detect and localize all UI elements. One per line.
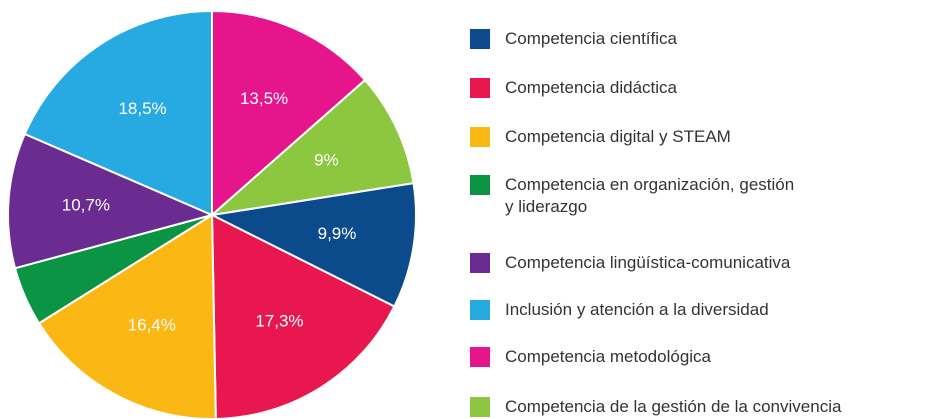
slice-label: 18,5% (118, 99, 166, 118)
pie-slice (23, 9, 213, 217)
legend-swatch (470, 29, 490, 49)
legend-item: Competencia didáctica (470, 77, 677, 99)
pie-slice (211, 9, 367, 218)
legend-swatch (470, 253, 490, 273)
legend-label: Competencia didáctica (505, 78, 677, 97)
legend-swatch (470, 347, 490, 367)
pie-slice (7, 132, 216, 270)
slice-label: 9% (314, 151, 339, 170)
slice-label: 10,7% (62, 195, 110, 214)
pie-chart: 9,9% 17,3% 16,4% 10,7% 18,5% 13,5% 9% (7, 9, 417, 419)
legend-item: Competencia digital y STEAM (470, 126, 731, 148)
slice-label: 13,5% (240, 89, 288, 108)
legend-swatch (470, 127, 490, 147)
legend-item: Competencia lingüística-comunicativa (470, 252, 790, 274)
legend-swatch (470, 78, 490, 98)
legend-label: Inclusión y atención a la diversidad (505, 300, 769, 319)
legend-item: Competencia metodológica (470, 346, 711, 368)
slice-label: 17,3% (255, 311, 303, 330)
legend: Competencia científica Competencia didáct… (470, 0, 941, 419)
legend-swatch (470, 300, 490, 320)
slice-label: 9,9% (318, 224, 357, 243)
pie-slice (208, 181, 417, 308)
slice-label: 16,4% (128, 316, 176, 335)
legend-item: Inclusión y atención a la diversidad (470, 299, 769, 321)
legend-label: Competencia científica (505, 29, 677, 48)
legend-item: Competencia científica (470, 28, 677, 50)
legend-label: Competencia metodológica (505, 347, 712, 366)
legend-item: Competencia en organización, gestión y l… (470, 174, 794, 218)
legend-item: Competencia de la gestión de la conviven… (470, 396, 841, 418)
legend-label: Competencia en organización, gestión y l… (505, 175, 795, 216)
legend-label: Competencia lingüística-comunicativa (505, 253, 791, 272)
legend-swatch (470, 175, 490, 195)
pie-slice (208, 78, 415, 217)
legend-swatch (470, 397, 490, 417)
pie-slice (210, 213, 396, 419)
legend-label: Competencia digital y STEAM (505, 127, 731, 146)
legend-label: Competencia de la gestión de la conviven… (505, 397, 842, 416)
pie-slice (37, 213, 217, 419)
